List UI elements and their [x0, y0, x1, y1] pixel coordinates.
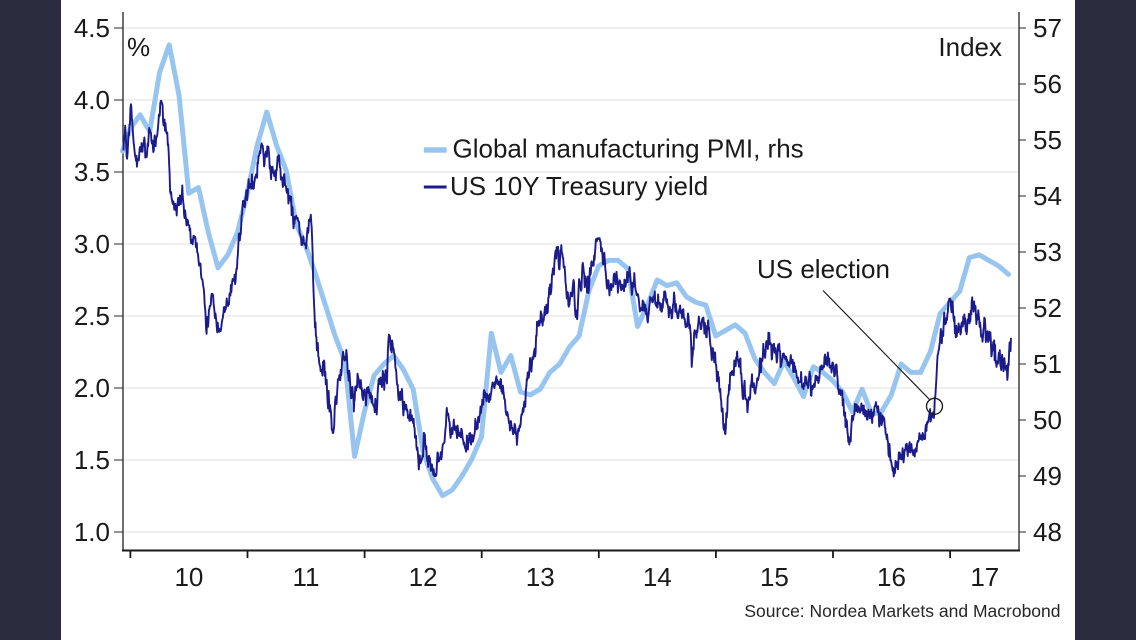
svg-text:3.5: 3.5	[74, 157, 110, 187]
svg-text:Index: Index	[938, 32, 1002, 62]
svg-text:Source: Nordea Markets and Mac: Source: Nordea Markets and Macrobond	[744, 601, 1060, 621]
svg-text:48: 48	[1033, 517, 1062, 547]
svg-text:Global manufacturing PMI, rhs: Global manufacturing PMI, rhs	[453, 134, 804, 164]
svg-text:51: 51	[1033, 349, 1062, 379]
svg-text:3.0: 3.0	[74, 229, 110, 259]
svg-text:2.5: 2.5	[74, 301, 110, 331]
svg-text:13: 13	[526, 562, 555, 592]
svg-text:50: 50	[1033, 405, 1062, 435]
svg-text:54: 54	[1033, 181, 1062, 211]
svg-text:4.0: 4.0	[74, 85, 110, 115]
svg-text:57: 57	[1033, 13, 1062, 43]
svg-text:17: 17	[970, 562, 999, 592]
svg-text:55: 55	[1033, 125, 1062, 155]
svg-text:15: 15	[760, 562, 789, 592]
svg-text:56: 56	[1033, 69, 1062, 99]
svg-text:1.0: 1.0	[74, 517, 110, 547]
svg-text:16: 16	[877, 562, 906, 592]
svg-text:US election: US election	[757, 254, 890, 284]
svg-text:4.5: 4.5	[74, 13, 110, 43]
svg-text:52: 52	[1033, 293, 1062, 323]
svg-text:14: 14	[643, 562, 672, 592]
svg-text:2.0: 2.0	[74, 373, 110, 403]
svg-text:49: 49	[1033, 461, 1062, 491]
svg-text:53: 53	[1033, 237, 1062, 267]
svg-text:US 10Y Treasury yield: US 10Y Treasury yield	[450, 171, 708, 201]
svg-text:11: 11	[293, 562, 320, 592]
svg-text:12: 12	[409, 562, 438, 592]
svg-text:10: 10	[174, 562, 203, 592]
svg-text:%: %	[127, 32, 150, 62]
svg-text:1.5: 1.5	[74, 445, 110, 475]
